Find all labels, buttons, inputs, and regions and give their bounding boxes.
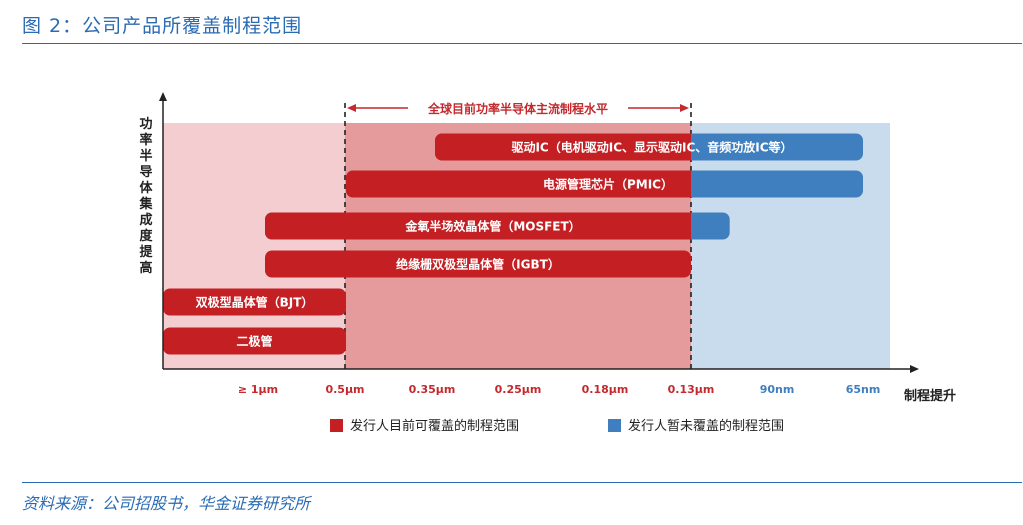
bar-covered-2	[346, 170, 691, 198]
legend-swatch-covered	[330, 419, 343, 432]
bar-label-3: 金氧半场效晶体管（MOSFET）	[404, 219, 580, 234]
y-axis-label-char: 高	[139, 260, 152, 276]
bar-covered-4	[265, 250, 691, 278]
bar-covered-1	[435, 133, 691, 161]
legend-label-uncovered: 发行人暂未覆盖的制程范围	[628, 418, 784, 434]
y-axis-label-char: 率	[139, 132, 152, 148]
bar-label-2: 电源管理芯片（PMIC）	[543, 177, 673, 192]
title-divider	[22, 43, 1022, 44]
y-axis-label-char: 体	[139, 180, 153, 196]
x-tick-label: 65nm	[846, 383, 881, 396]
x-tick-label: ≥ 1μm	[238, 383, 278, 396]
x-tick-label: 0.25μm	[495, 383, 542, 396]
x-tick-label: 90nm	[760, 383, 795, 396]
y-axis-label-char: 集	[138, 196, 153, 212]
band-mainstream	[345, 123, 691, 369]
source-note: 资料来源：公司招股书，华金证券研究所	[22, 494, 311, 513]
band-advanced	[691, 123, 890, 369]
legend-label-covered: 发行人目前可覆盖的制程范围	[350, 418, 519, 434]
y-axis-label-char: 度	[139, 228, 153, 244]
y-axis-arrow	[159, 92, 167, 101]
x-tick-label: 0.13μm	[668, 383, 715, 396]
legend-swatch-uncovered	[608, 419, 621, 432]
source-divider	[22, 482, 1022, 483]
bar-label-1: 驱动IC（电机驱动IC、显示驱动IC、音频功放IC等）	[511, 140, 792, 155]
x-tick-label: 0.18μm	[582, 383, 629, 396]
y-axis-label-char: 提	[139, 244, 153, 260]
x-tick-label: 0.35μm	[409, 383, 456, 396]
x-axis-arrow	[910, 365, 919, 373]
y-axis-label-char: 半	[139, 148, 152, 164]
bar-covered-6	[163, 327, 346, 355]
bar-label-5: 双极型晶体管（BJT）	[196, 295, 314, 310]
bar-covered-5	[163, 288, 346, 316]
figure-title: 图 2：公司产品所覆盖制程范围	[22, 15, 303, 37]
bar-covered-3	[265, 212, 691, 240]
x-axis-label: 制程提升	[904, 388, 956, 404]
bar-label-4: 绝缘栅双极型晶体管（IGBT）	[396, 257, 560, 272]
mainstream-arrowhead-right	[680, 104, 689, 112]
bar-label-6: 二极管	[236, 334, 272, 349]
y-axis-label-char: 功	[139, 117, 152, 132]
mainstream-arrowhead-left	[347, 104, 356, 112]
y-axis-label-char: 成	[139, 212, 152, 228]
process-coverage-chart: 驱动IC（电机驱动IC、显示驱动IC、音频功放IC等） 电源管理芯片（PMIC） 金…	[138, 92, 956, 434]
x-tick-label: 0.5μm	[325, 383, 364, 396]
mainstream-label: 全球目前功率半导体主流制程水平	[427, 101, 608, 116]
y-axis-label-char: 导	[139, 165, 152, 180]
